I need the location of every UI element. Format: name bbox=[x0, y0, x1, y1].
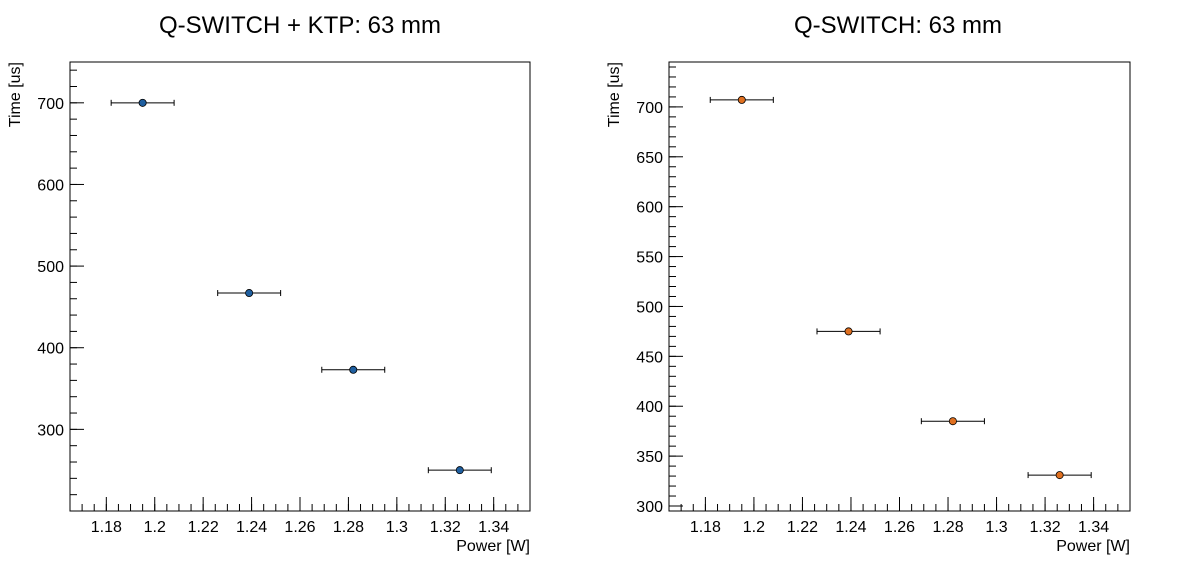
y-tick-label: 650 bbox=[636, 150, 663, 167]
y-tick-label: 600 bbox=[636, 200, 663, 217]
x-tick-label: 1.3 bbox=[386, 519, 408, 536]
data-point bbox=[217, 289, 282, 298]
y-tick-label: 350 bbox=[636, 449, 663, 466]
chart-title: Q-SWITCH + KTP: 63 mm bbox=[159, 12, 441, 39]
y-axis-label: Time [us] bbox=[7, 62, 24, 127]
x-tick-label: 1.26 bbox=[884, 519, 915, 536]
data-point bbox=[920, 417, 985, 426]
x-tick-label: 1.24 bbox=[236, 519, 267, 536]
x-axis-label: Power [W] bbox=[456, 538, 530, 555]
plot-frame bbox=[69, 61, 531, 512]
x-tick-label: 1.34 bbox=[1078, 519, 1109, 536]
x-tick-label: 1.22 bbox=[188, 519, 219, 536]
y-tick-label: 700 bbox=[636, 100, 663, 117]
y-tick-label: 550 bbox=[636, 250, 663, 267]
y-tick-label: 400 bbox=[37, 341, 64, 358]
x-tick-label: 1.32 bbox=[1030, 519, 1061, 536]
data-marker bbox=[245, 289, 254, 298]
data-point bbox=[110, 98, 175, 107]
chart-panel-1: Q-SWITCH + KTP: 63 mm 1.18 1.2 1.22 1.24 1.26… bbox=[7, 12, 531, 555]
y-tick-label: 600 bbox=[37, 177, 64, 194]
x-tick-label: 1.18 bbox=[690, 519, 721, 536]
data-point bbox=[427, 466, 492, 475]
y-tick-label: 500 bbox=[636, 299, 663, 316]
data-marker bbox=[737, 95, 746, 104]
x-tick-label: 1.28 bbox=[333, 519, 364, 536]
y-axis-label: Time [us] bbox=[606, 62, 623, 127]
x-tick-label: 1.2 bbox=[144, 519, 166, 536]
chart-title: Q-SWITCH: 63 mm bbox=[794, 12, 1002, 39]
y-tick-label: 450 bbox=[636, 349, 663, 366]
data-marker bbox=[844, 327, 853, 336]
x-tick-label: 1.24 bbox=[835, 519, 866, 536]
x-tick-label: 1.28 bbox=[932, 519, 963, 536]
data-marker bbox=[1055, 471, 1064, 480]
x-tick-label: 1.22 bbox=[787, 519, 818, 536]
data-point bbox=[709, 95, 774, 104]
data-marker bbox=[138, 98, 147, 107]
data-marker bbox=[349, 365, 358, 374]
data-point bbox=[816, 327, 881, 336]
y-tick-label: 700 bbox=[37, 96, 64, 113]
x-axis-label: Power [W] bbox=[1056, 538, 1130, 555]
x-tick-label: 1.18 bbox=[91, 519, 122, 536]
chart-panel-2: Q-SWITCH: 63 mm 1.18 1.2 1.22 1.24 1.26 1.28 1.… bbox=[606, 12, 1131, 555]
x-tick-label: 1.2 bbox=[743, 519, 765, 536]
data-point bbox=[321, 365, 386, 374]
y-tick-label: 300 bbox=[37, 422, 64, 439]
x-tick-label: 1.3 bbox=[985, 519, 1007, 536]
x-tick-label: 1.34 bbox=[478, 519, 509, 536]
x-tick-label: 1.26 bbox=[284, 519, 315, 536]
x-tick-label: 1.32 bbox=[430, 519, 461, 536]
data-marker bbox=[455, 466, 464, 475]
data-point bbox=[1027, 471, 1092, 480]
plot-frame bbox=[668, 61, 1131, 512]
y-tick-label: 300 bbox=[636, 499, 663, 516]
data-marker bbox=[948, 417, 957, 426]
y-tick-label: 400 bbox=[636, 399, 663, 416]
y-tick-label: 500 bbox=[37, 259, 64, 276]
